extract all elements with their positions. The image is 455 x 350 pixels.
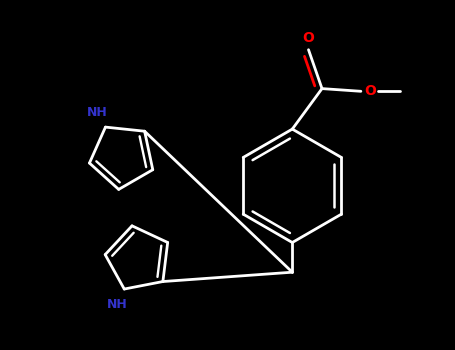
Text: O: O [364,84,377,98]
Text: O: O [303,31,314,45]
Text: NH: NH [106,298,127,311]
Text: NH: NH [86,106,107,119]
